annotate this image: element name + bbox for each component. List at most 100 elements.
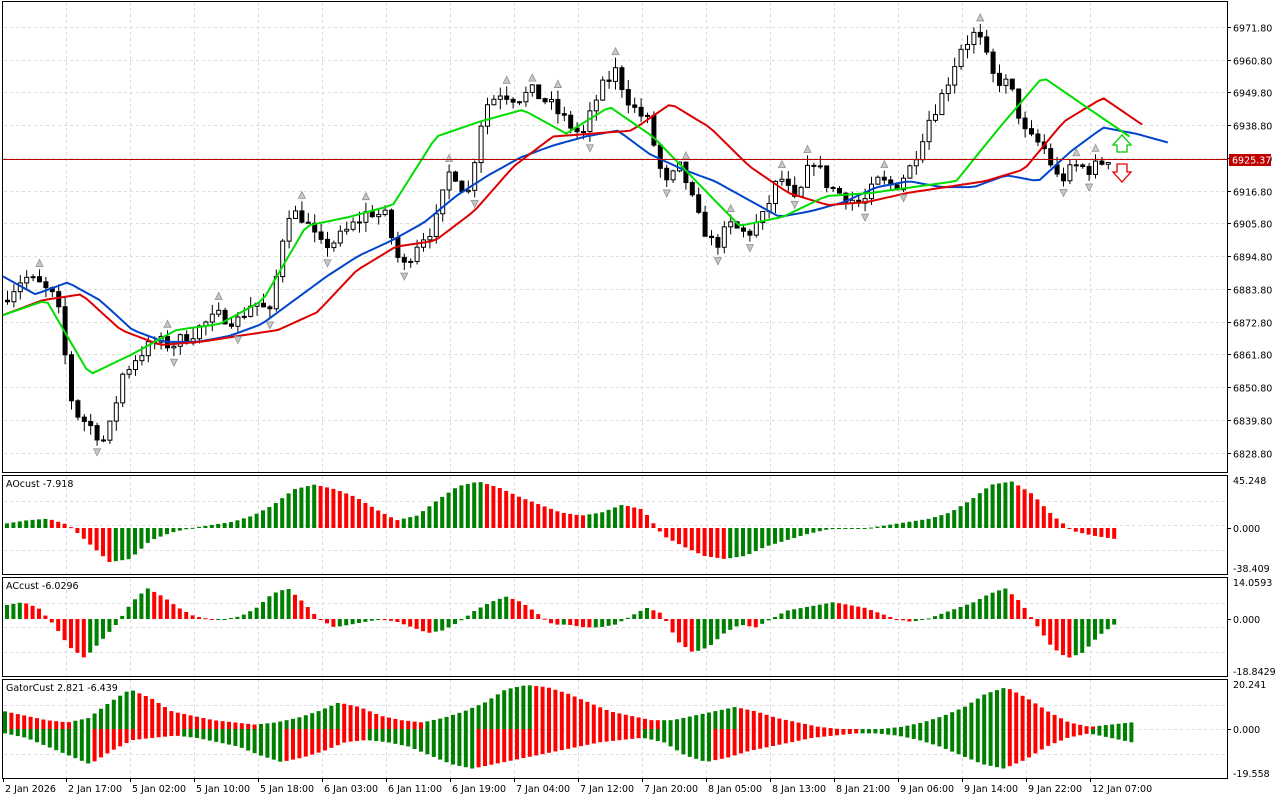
gator-down-bar [611,729,615,741]
gator-down-bar [323,729,327,751]
ac-bar [395,619,400,622]
ac-bar [1016,600,1021,619]
price-label: 6905.80 [1233,220,1272,231]
candle [376,208,382,225]
ao-bar [56,521,61,528]
price-label: 6894.80 [1233,253,1272,264]
ac-bar [30,605,35,619]
gator-up-bar [105,704,110,729]
gator-up-bar [623,714,628,729]
time-label: 6 Jan 19:00 [452,784,506,795]
ac-bar [920,619,925,620]
gator-up-bar [1084,726,1089,729]
candle-body [913,159,919,167]
gator-up-bar [803,723,807,729]
ac-bar [229,617,233,619]
ao-bar [37,519,41,528]
candle [625,79,631,114]
gator-up-bar [284,720,289,729]
ao-bar [581,515,585,528]
ao-bar [69,527,73,529]
ac-bar [497,598,502,619]
gator-down-bar [60,729,65,753]
ac-bar [529,609,534,619]
ac-bar [741,619,745,626]
ao-bar [568,513,573,528]
ao-bar [497,488,502,528]
gator-down-bar [835,729,839,736]
ao-bar [421,511,425,528]
candle-body [440,189,446,215]
gator-down-bar [463,729,468,768]
ac-bar [881,614,886,619]
candle-body [133,360,138,371]
ac-bar [510,598,515,619]
fractal-up-icon [444,153,454,162]
ac-bar [88,619,93,653]
gator-up-bar [1123,723,1127,729]
gator-up-bar [195,716,199,729]
gator-down-bar [92,729,97,762]
gator-up-bar [899,726,903,729]
ao-bar [286,493,291,528]
candle [485,97,490,135]
ao-bar [293,489,297,528]
ac-bar [11,603,16,619]
candle [939,89,945,116]
ac-bar [280,590,285,619]
candle [1022,111,1028,138]
time-label: 2 Jan 2026 [5,784,56,795]
gator-down-bar [419,729,423,752]
ac-bar [478,607,483,619]
candle [670,169,676,184]
gator-up-bar [35,718,39,729]
ac-bar [625,617,630,619]
ao-bar [593,513,598,528]
gator-up-bar [201,718,206,729]
gator-up-bar [1046,711,1051,729]
candle-body [101,439,106,442]
candle-body [1086,166,1092,175]
gator-down-bar [790,729,795,743]
candle [881,170,887,185]
gator-up-bar [451,714,455,729]
candle-body [792,184,798,197]
ac-bar [523,604,528,619]
fractal-down-icon [470,199,479,209]
gator-down-bar [1027,729,1031,758]
gator-up-bar [1091,726,1095,729]
gator-up-bar [790,721,795,729]
candle [203,320,209,336]
fractal-up-icon [880,159,889,168]
gator-down-bar [879,729,884,734]
gator-up-bar [1071,723,1076,729]
gator-down-bar [67,729,71,756]
ao-bar [1041,506,1046,528]
ao-scale-zero: 0.000 [1233,524,1260,535]
gator-down-bar [515,729,519,760]
gator-up-bar [815,726,820,729]
gator-up-bar [745,709,750,729]
ao-bar [997,483,1001,528]
ao-bar [81,528,86,539]
candle [286,210,292,249]
candle [913,150,919,175]
gator-down-bar [399,729,404,746]
gator-down-bar [220,729,225,744]
gator-up-bar [988,692,993,729]
candle-body [43,281,49,289]
gator-down-bar [918,729,923,741]
fractal-up-icon [214,291,223,300]
gator-down-bar [252,729,257,754]
gator-up-bar [1078,724,1083,729]
fractal-down-icon [899,194,908,203]
gator-down-bar [854,729,859,734]
ac-bar [728,619,733,630]
ac-bar [139,593,144,619]
candle-body [990,51,996,74]
candle [753,214,759,238]
gator-down-bar [137,729,142,740]
gator-down-bar [259,729,263,756]
ac-bar [120,615,125,619]
